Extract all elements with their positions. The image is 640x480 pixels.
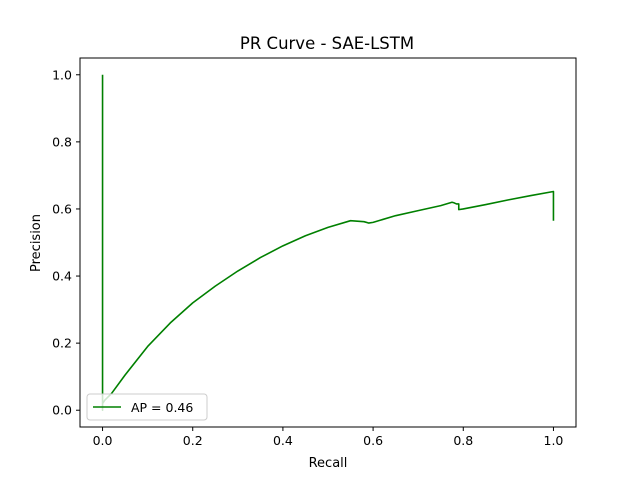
legend-label: AP = 0.46 [131,400,193,415]
x-tick-label: 0.4 [273,433,293,448]
y-tick-label: 1.0 [52,67,72,82]
x-axis: 0.0 0.2 0.4 0.6 0.8 1.0 [93,427,564,448]
y-tick-label: 0.8 [52,134,72,149]
axes-frame [79,57,577,428]
x-tick-label: 0.8 [453,433,473,448]
legend-box [86,393,208,421]
y-axis: 0.0 0.2 0.4 0.6 0.8 1.0 [52,67,80,418]
y-axis-label: Precision [29,214,44,272]
y-tick-label: 0.6 [52,201,72,216]
y-tick-label: 0.0 [52,403,72,418]
x-tick-label: 0.6 [363,433,383,448]
y-tick-label: 0.4 [52,269,72,284]
x-tick-label: 0.0 [93,433,113,448]
legend: AP = 0.46 [86,393,208,421]
series-line-0 [101,74,555,412]
y-tick-label: 0.2 [52,336,72,351]
chart-title: PR Curve - SAE-LSTM [240,34,414,53]
x-axis-label: Recall [309,456,348,471]
plot-area [101,74,555,412]
x-tick-label: 1.0 [544,433,564,448]
x-tick-label: 0.2 [183,433,203,448]
